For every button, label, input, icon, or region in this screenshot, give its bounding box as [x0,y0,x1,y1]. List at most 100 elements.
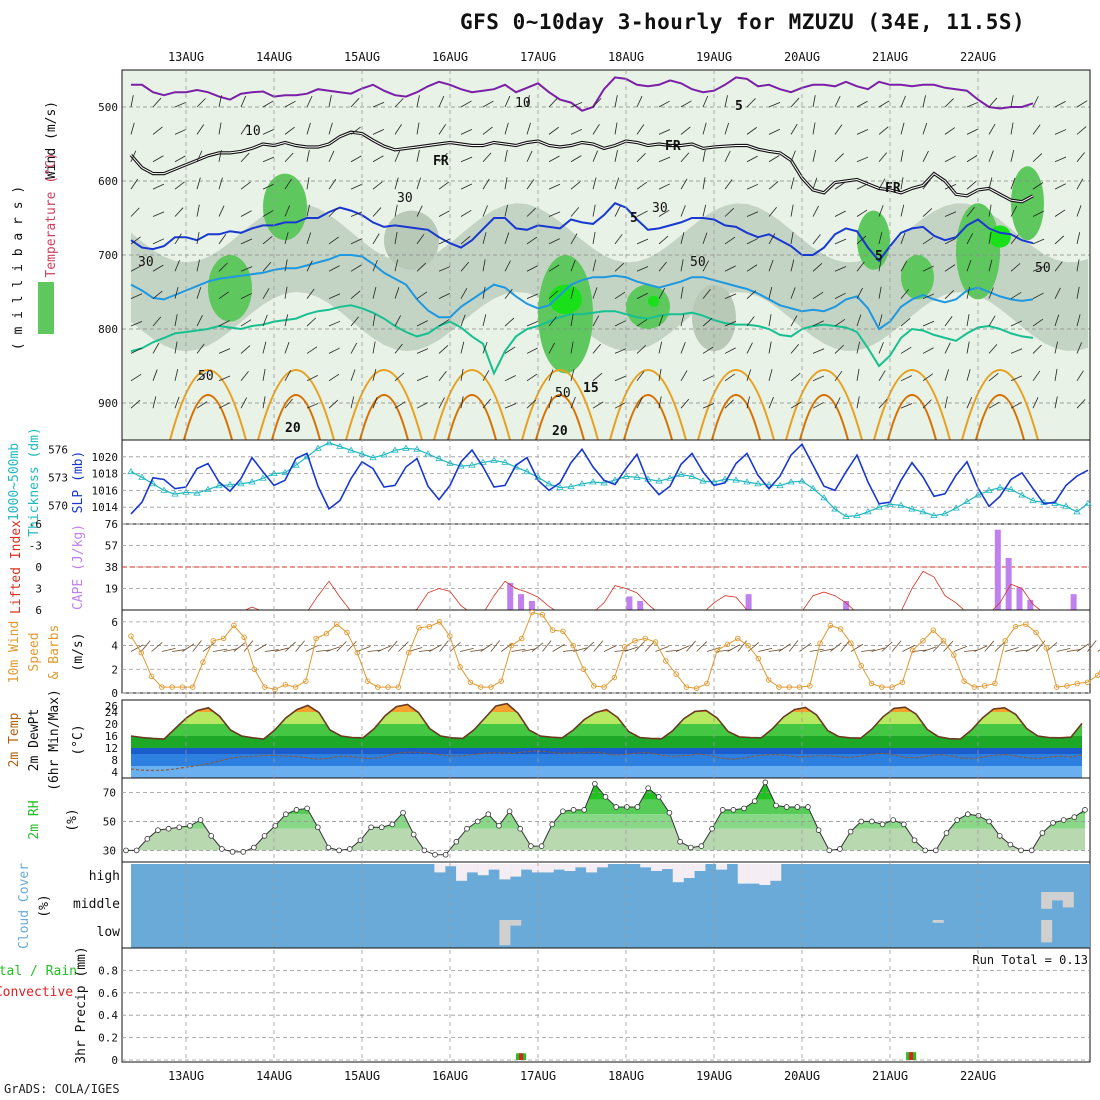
li-tick-label: -3 [29,540,42,553]
wind-barb [1076,100,1088,108]
wind-barb [812,291,824,299]
wind-barb [196,315,203,327]
cloud-gap [553,864,565,870]
run-total-label: Run Total = 0.13 [972,953,1088,967]
thickness-point [490,456,498,463]
thickness-point [743,478,751,485]
wind-barb [1010,402,1022,409]
wind-barb [614,149,618,162]
wind-barb [394,259,399,272]
isotherm-25-arc [711,394,761,441]
rh-point [783,804,790,810]
wind-barb [686,640,696,652]
wind-barb [658,287,666,299]
wind-barb [614,262,625,272]
wind-speed-point [663,658,669,664]
wind-barb [526,320,539,327]
wind-barb [306,317,317,327]
cloud-gap [575,864,587,868]
wind-barb [482,286,486,299]
cloud-gap [596,864,608,868]
thickness-point [347,446,355,453]
wind-barb [634,641,645,652]
rh-point [368,824,374,831]
thickness-point [501,458,509,465]
wind-speed-point [591,683,597,689]
rh-point [176,824,183,831]
wind-barb [326,646,340,652]
precip-tick-label: 0.2 [98,1032,118,1045]
isotherm-25-arc [271,394,321,441]
wind-barb [696,641,707,652]
wind-barb [856,368,860,381]
thickness-point [919,508,927,515]
wind-barb [891,640,902,652]
wind-barb [702,122,707,135]
wind-barb [834,318,846,327]
wind-barb [944,342,951,354]
isotherm-25-arc [799,394,849,441]
wind-barb [746,316,755,327]
thickness-point [336,442,344,449]
cape-bar [1005,557,1012,610]
wind-barb [1032,344,1042,354]
li-tick-label: 0 [35,561,42,574]
rh-point [240,849,247,855]
wind-barb [350,369,356,381]
wind-barb [878,152,888,163]
date-label-top: 21AUG [872,50,908,64]
wind-barb [196,372,207,382]
wind-barb [614,122,618,135]
thickness-point [655,477,663,484]
wind-barb [966,341,970,354]
rh-point [474,818,481,825]
wind-barb [812,320,824,327]
wind-barb [416,205,423,217]
wind-barb [196,232,200,244]
wind-barb [636,95,643,108]
wind-barb [372,233,380,245]
wind-barb [809,648,824,652]
wind-barb [724,320,737,327]
wind-barb [964,649,979,652]
wind-barb [856,341,861,354]
wind-speed-point [714,647,720,654]
isotherm-25-arc [887,394,937,441]
wind-barb [856,314,862,327]
wind-barb [988,97,998,108]
wind-barb [944,290,955,299]
wind-speed-point [981,683,988,689]
rh-moist-blob [263,173,307,241]
wind-barb [768,341,772,354]
wind-barb [614,402,626,409]
wind-barb [542,640,552,652]
thickness-point [556,483,564,490]
wind-barb [1054,183,1066,190]
thickness-point [204,485,212,492]
wind-barb [1076,205,1082,217]
wind-barb [737,640,747,652]
wind-barb [592,401,604,409]
wind-barb [218,348,231,354]
rh-point [837,846,843,852]
thickness-point [391,446,399,453]
rh-point [314,824,321,831]
wind-speed-point [467,679,474,686]
wind-barb [243,640,254,652]
rh-point [826,847,833,854]
wind-barb [944,396,948,409]
wind-speed-point [827,622,834,629]
rh-point [922,847,928,854]
wind-barb [196,150,203,162]
contour-label: 5 [735,99,743,114]
wind-barb [548,98,558,108]
cape-tick-label: 38 [105,561,118,574]
wind-barb [223,648,238,652]
thickness-point [611,476,619,483]
wind-barb [548,211,561,217]
rh-point [133,847,140,854]
wind-barb [240,293,252,300]
wind-barb [548,316,557,327]
wind-barb [614,291,626,299]
